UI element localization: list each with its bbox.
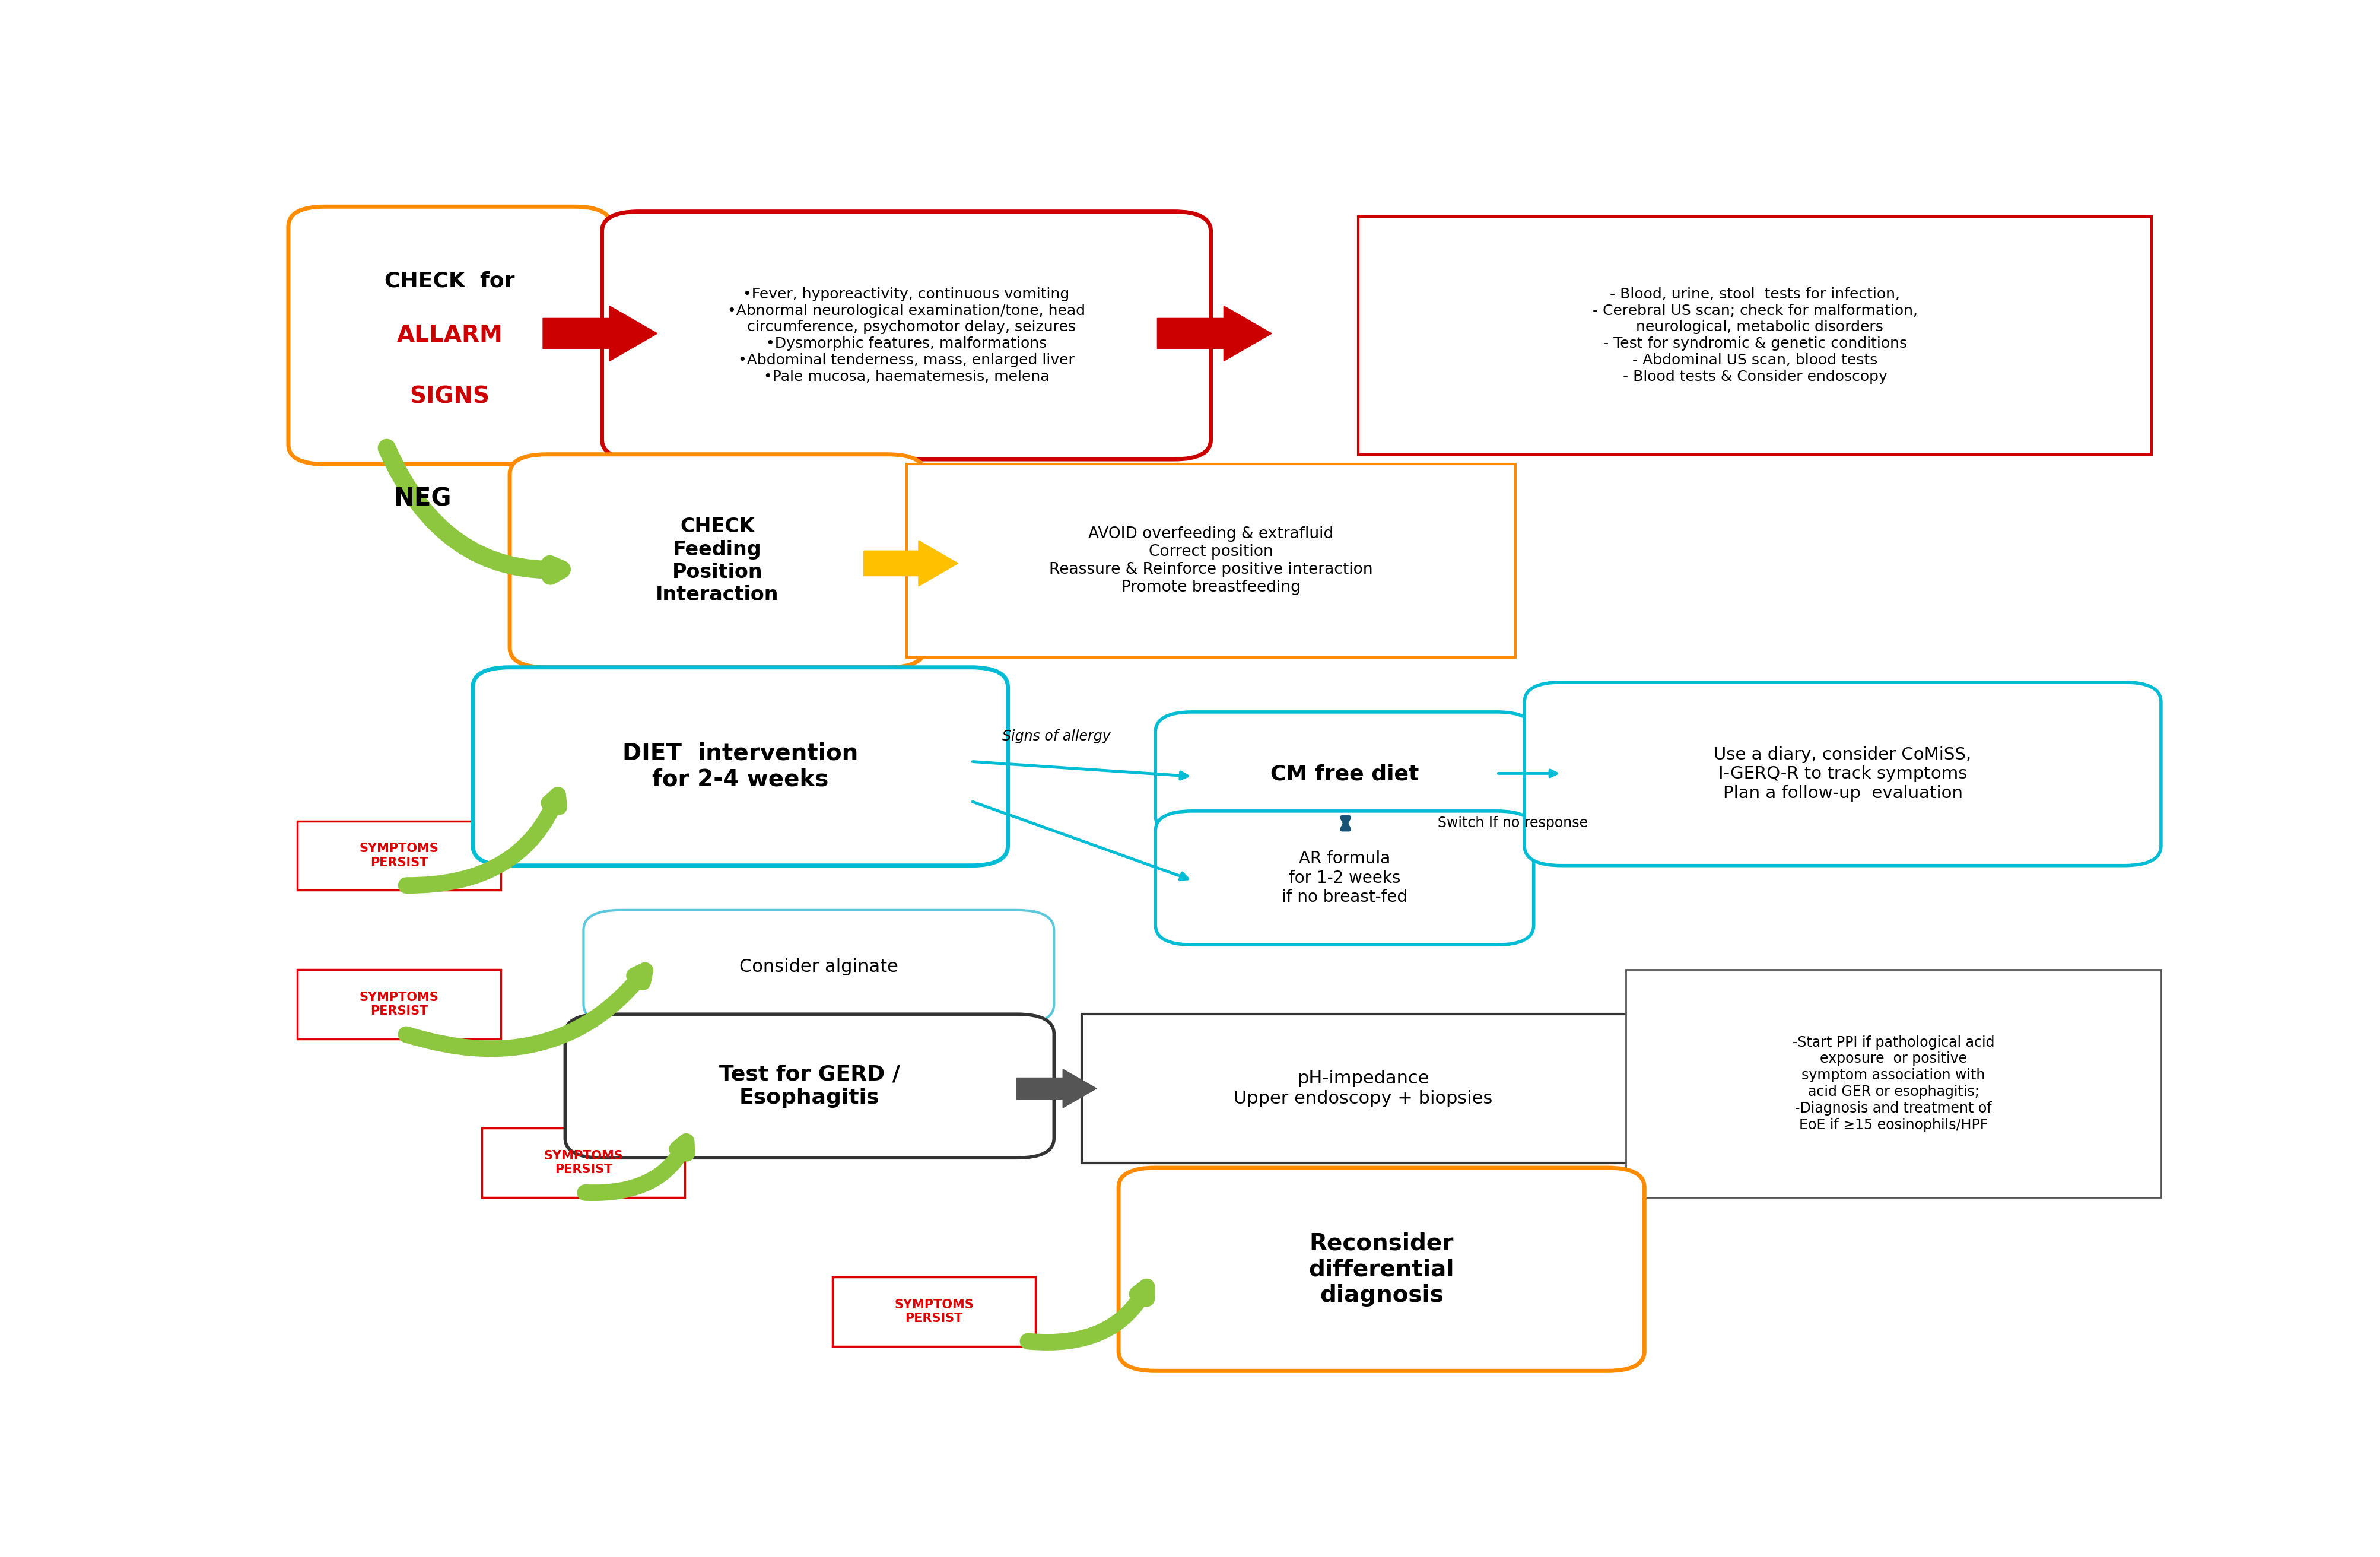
- FancyBboxPatch shape: [583, 911, 1054, 1025]
- FancyBboxPatch shape: [1154, 712, 1533, 836]
- FancyBboxPatch shape: [1523, 682, 2161, 866]
- Text: Test for GERD /
Esophagitis: Test for GERD / Esophagitis: [719, 1065, 900, 1107]
- Text: AVOID overfeeding & extrafluid
Correct position
Reassure & Reinforce positive in: AVOID overfeeding & extrafluid Correct p…: [1050, 526, 1373, 595]
- FancyBboxPatch shape: [474, 668, 1007, 866]
- Text: Switch If no response: Switch If no response: [1438, 816, 1587, 830]
- FancyArrowPatch shape: [407, 796, 559, 886]
- Text: SYMPTOMS
PERSIST: SYMPTOMS PERSIST: [543, 1151, 624, 1176]
- FancyArrowPatch shape: [386, 448, 562, 576]
- FancyBboxPatch shape: [1081, 1014, 1645, 1163]
- Text: -Start PPI if pathological acid
exposure  or positive
symptom association with
a: -Start PPI if pathological acid exposure…: [1792, 1035, 1994, 1132]
- Text: SIGNS: SIGNS: [409, 385, 490, 408]
- Text: AR formula
for 1-2 weeks
if no breast-fed: AR formula for 1-2 weeks if no breast-fe…: [1280, 850, 1407, 906]
- Text: Reconsider
differential
diagnosis: Reconsider differential diagnosis: [1309, 1232, 1454, 1306]
- FancyBboxPatch shape: [288, 207, 612, 464]
- FancyArrowPatch shape: [407, 970, 645, 1049]
- FancyBboxPatch shape: [1626, 970, 2161, 1197]
- Text: SYMPTOMS
PERSIST: SYMPTOMS PERSIST: [359, 842, 438, 869]
- FancyArrowPatch shape: [585, 1141, 688, 1193]
- Text: NEG: NEG: [393, 486, 452, 511]
- Text: SYMPTOMS
PERSIST: SYMPTOMS PERSIST: [895, 1299, 973, 1325]
- Text: CHECK  for: CHECK for: [386, 271, 514, 291]
- Text: SYMPTOMS
PERSIST: SYMPTOMS PERSIST: [359, 992, 438, 1017]
- Text: ALLARM: ALLARM: [397, 324, 502, 347]
- FancyBboxPatch shape: [602, 212, 1211, 459]
- Text: CHECK
Feeding
Position
Interaction: CHECK Feeding Position Interaction: [654, 517, 778, 604]
- Text: Use a diary, consider CoMiSS,
I-GERQ-R to track symptoms
Plan a follow-up  evalu: Use a diary, consider CoMiSS, I-GERQ-R t…: [1714, 746, 1971, 802]
- FancyArrowPatch shape: [1028, 1286, 1147, 1342]
- Text: CM free diet: CM free diet: [1271, 764, 1418, 785]
- FancyBboxPatch shape: [298, 821, 500, 891]
- Polygon shape: [864, 540, 957, 585]
- FancyBboxPatch shape: [481, 1129, 685, 1197]
- Text: Signs of allergy: Signs of allergy: [1002, 729, 1111, 744]
- FancyBboxPatch shape: [509, 455, 926, 668]
- FancyBboxPatch shape: [1359, 216, 2152, 455]
- Text: Consider alginate: Consider alginate: [740, 959, 897, 976]
- Polygon shape: [1157, 305, 1271, 361]
- FancyBboxPatch shape: [1154, 811, 1533, 945]
- FancyBboxPatch shape: [298, 970, 500, 1039]
- Text: pH-impedance
Upper endoscopy + biopsies: pH-impedance Upper endoscopy + biopsies: [1233, 1070, 1492, 1107]
- Text: •Fever, hyporeactivity, continuous vomiting
•Abnormal neurological examination/t: •Fever, hyporeactivity, continuous vomit…: [728, 286, 1085, 385]
- FancyBboxPatch shape: [564, 1014, 1054, 1158]
- Polygon shape: [1016, 1070, 1097, 1109]
- FancyBboxPatch shape: [833, 1277, 1035, 1347]
- FancyBboxPatch shape: [907, 464, 1514, 657]
- Text: DIET  intervention
for 2-4 weeks: DIET intervention for 2-4 weeks: [621, 743, 859, 791]
- FancyBboxPatch shape: [1119, 1168, 1645, 1370]
- Text: - Blood, urine, stool  tests for infection,
- Cerebral US scan; check for malfor: - Blood, urine, stool tests for infectio…: [1592, 286, 1918, 385]
- Polygon shape: [543, 305, 657, 361]
